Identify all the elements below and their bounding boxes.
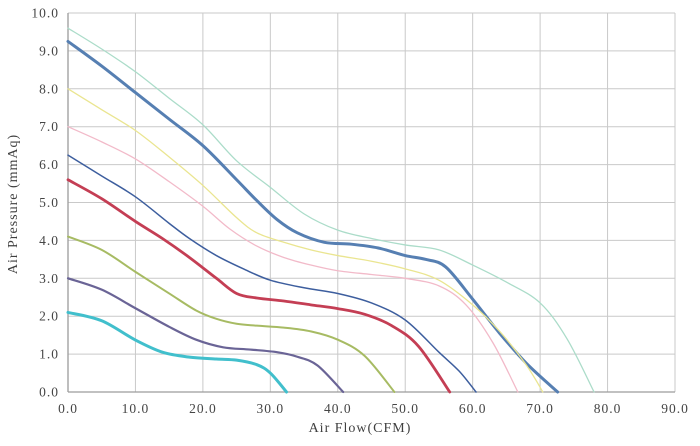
x-tick-label: 50.0 (391, 401, 419, 416)
curve-6-crimson (66, 178, 452, 394)
y-tick-label: 2.0 (39, 309, 59, 324)
curve-7-olive (67, 235, 396, 393)
y-tick-label: 3.0 (39, 271, 59, 286)
curve-8-slate-purple (66, 277, 345, 394)
x-tick-label: 70.0 (526, 401, 554, 416)
curve-4-pink (67, 126, 519, 393)
x-tick-label: 40.0 (324, 401, 352, 416)
y-tick-label: 9.0 (39, 43, 59, 58)
x-tick-label: 30.0 (257, 401, 285, 416)
y-tick-label: 10.0 (31, 6, 59, 21)
y-tick-label: 7.0 (39, 119, 59, 134)
y-tick-label: 8.0 (39, 81, 59, 96)
x-tick-label: 10.0 (122, 401, 150, 416)
curve-3-khaki (67, 88, 544, 393)
y-tick-label: 6.0 (39, 157, 59, 172)
y-axis-title: Air Pressure (mmAq) (6, 133, 21, 275)
y-tick-label: 1.0 (39, 347, 59, 362)
x-tick-label: 20.0 (189, 401, 217, 416)
curve-5-navy (67, 154, 477, 393)
x-tick-label: 80.0 (594, 401, 622, 416)
x-tick-label: 60.0 (459, 401, 487, 416)
x-axis-title: Air Flow(CFM) (308, 421, 412, 436)
y-tick-label: 4.0 (39, 233, 59, 248)
y-tick-label: 5.0 (39, 195, 59, 210)
curve-2-steel-blue (66, 39, 560, 394)
y-tick-label: 0.0 (39, 385, 59, 400)
x-tick-label: 90.0 (661, 401, 689, 416)
x-tick-label: 0.0 (58, 401, 78, 416)
curve-1-aqua-green (67, 27, 595, 393)
curve-9-teal (66, 310, 289, 394)
